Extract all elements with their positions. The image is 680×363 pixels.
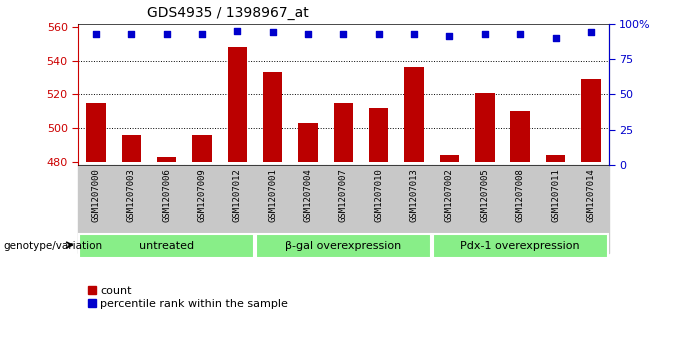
Bar bbox=[255, 165, 290, 253]
Text: β-gal overexpression: β-gal overexpression bbox=[286, 241, 401, 251]
Bar bbox=[405, 68, 424, 162]
Point bbox=[161, 30, 172, 36]
Point bbox=[338, 30, 349, 36]
Bar bbox=[581, 79, 600, 162]
Bar bbox=[114, 165, 149, 253]
Bar bbox=[538, 165, 573, 253]
Text: GDS4935 / 1398967_at: GDS4935 / 1398967_at bbox=[147, 6, 309, 20]
Point bbox=[515, 30, 526, 36]
Bar bbox=[220, 165, 255, 253]
FancyBboxPatch shape bbox=[432, 234, 608, 258]
Point bbox=[126, 30, 137, 36]
Point bbox=[303, 30, 313, 36]
Point bbox=[409, 30, 420, 36]
Text: genotype/variation: genotype/variation bbox=[3, 241, 103, 251]
Point bbox=[373, 30, 384, 36]
Bar bbox=[299, 123, 318, 162]
Bar bbox=[361, 165, 396, 253]
Point bbox=[267, 29, 278, 35]
Bar bbox=[475, 93, 494, 162]
Bar bbox=[546, 155, 565, 162]
Point bbox=[479, 30, 490, 36]
Text: untreated: untreated bbox=[139, 241, 194, 251]
Bar bbox=[78, 165, 114, 253]
Legend: count, percentile rank within the sample: count, percentile rank within the sample bbox=[84, 281, 293, 314]
Bar bbox=[440, 155, 459, 162]
Bar bbox=[511, 111, 530, 162]
Bar bbox=[192, 135, 211, 162]
Bar bbox=[263, 73, 282, 162]
Bar bbox=[369, 108, 388, 162]
Bar bbox=[290, 165, 326, 253]
Bar bbox=[184, 165, 220, 253]
Bar bbox=[396, 165, 432, 253]
Bar bbox=[228, 47, 247, 162]
Bar bbox=[573, 165, 609, 253]
Point bbox=[90, 30, 101, 36]
Text: Pdx-1 overexpression: Pdx-1 overexpression bbox=[460, 241, 580, 251]
Bar bbox=[86, 103, 105, 162]
Point bbox=[197, 30, 207, 36]
Bar bbox=[432, 165, 467, 253]
Bar bbox=[503, 165, 538, 253]
Bar bbox=[149, 165, 184, 253]
FancyBboxPatch shape bbox=[79, 234, 254, 258]
Point bbox=[232, 28, 243, 33]
FancyBboxPatch shape bbox=[256, 234, 431, 258]
Bar bbox=[326, 165, 361, 253]
Bar bbox=[157, 157, 176, 162]
Point bbox=[444, 33, 455, 39]
Bar bbox=[467, 165, 503, 253]
Point bbox=[585, 29, 596, 35]
Point bbox=[550, 35, 561, 41]
Bar bbox=[122, 135, 141, 162]
Bar bbox=[334, 103, 353, 162]
